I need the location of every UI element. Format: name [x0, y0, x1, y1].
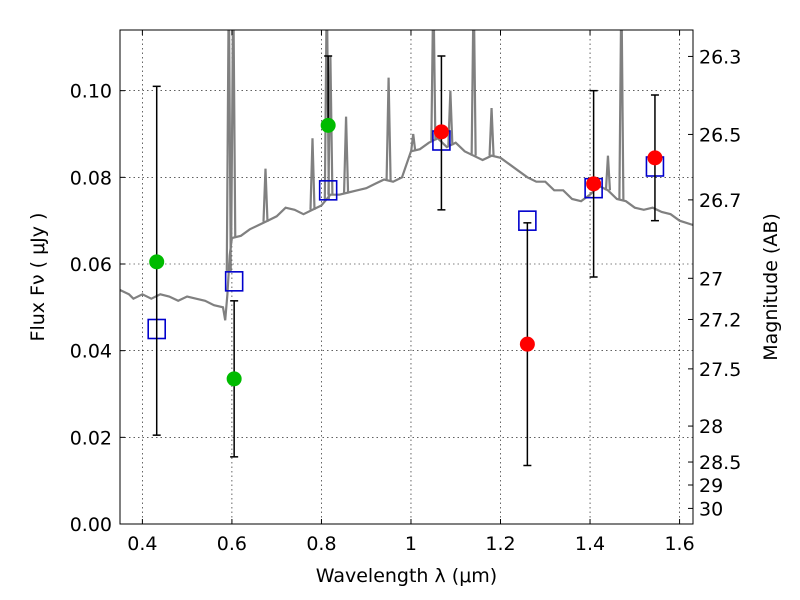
y2-tick-label: 26.5	[699, 124, 741, 146]
spectrum-series	[120, 30, 693, 321]
axis-ticks: 0.4 0.6 0.8 1 1.2 1.4 1.6 0.00 0.02 0.04 0.06 0.08 0…	[70, 30, 741, 555]
emission-line	[430, 30, 437, 141]
y2-tick-label: 27.2	[699, 309, 741, 331]
observed-point-green	[226, 371, 242, 387]
plot-frame	[119, 29, 694, 525]
y2-axis-label: Magnitude (AB)	[760, 213, 782, 361]
x-tick-label: 1.4	[575, 533, 605, 555]
emission-line	[410, 133, 417, 151]
x-tick-label: 0.4	[127, 533, 157, 555]
y2-tick-label: 29	[699, 475, 723, 497]
x-tick-label: 1	[405, 533, 417, 555]
y2-tick-label: 27.5	[699, 359, 741, 381]
x-axis-label: Wavelength λ (μm)	[316, 565, 497, 587]
emission-line	[604, 155, 612, 191]
emission-line	[385, 77, 392, 181]
y-tick-label: 0.00	[70, 514, 112, 536]
observed-point-red	[519, 336, 535, 352]
y-tick-label: 0.06	[70, 254, 112, 276]
y-axis-label: Flux Fν ( μJy )	[27, 213, 49, 342]
model-point	[318, 180, 338, 201]
x-tick-label: 0.8	[306, 533, 336, 555]
x-tick-label: 0.6	[217, 533, 247, 555]
observed-point-red	[433, 124, 449, 140]
spectrum-line	[120, 136, 693, 321]
y2-tick-label: 30	[699, 498, 723, 520]
y-tick-label: 0.04	[70, 341, 112, 363]
model-point	[224, 271, 244, 292]
observed-point-green	[320, 117, 336, 133]
observed-point-green	[149, 254, 165, 270]
observed-point-red	[647, 150, 663, 166]
y-tick-label: 0.08	[70, 167, 112, 189]
y2-tick-label: 28	[699, 416, 723, 438]
emission-line	[447, 90, 454, 146]
emission-line	[618, 30, 625, 201]
y2-tick-label: 27	[699, 268, 723, 290]
grid	[120, 30, 693, 525]
data-points	[147, 55, 665, 467]
observed-point-red	[586, 176, 602, 192]
y2-tick-label: 26.7	[699, 190, 741, 212]
emission-line	[262, 168, 269, 222]
y2-tick-label: 28.5	[699, 452, 741, 474]
emission-line	[309, 138, 316, 210]
emission-line	[342, 116, 350, 194]
x-tick-label: 1.6	[664, 533, 694, 555]
x-tick-label: 1.2	[485, 533, 515, 555]
y-tick-label: 0.02	[70, 427, 112, 449]
emission-line	[225, 30, 232, 271]
emission-line	[230, 30, 237, 238]
emission-line	[488, 107, 495, 156]
emission-line	[470, 30, 477, 156]
y2-tick-label: 26.3	[699, 46, 741, 68]
y-tick-label: 0.10	[70, 81, 112, 103]
